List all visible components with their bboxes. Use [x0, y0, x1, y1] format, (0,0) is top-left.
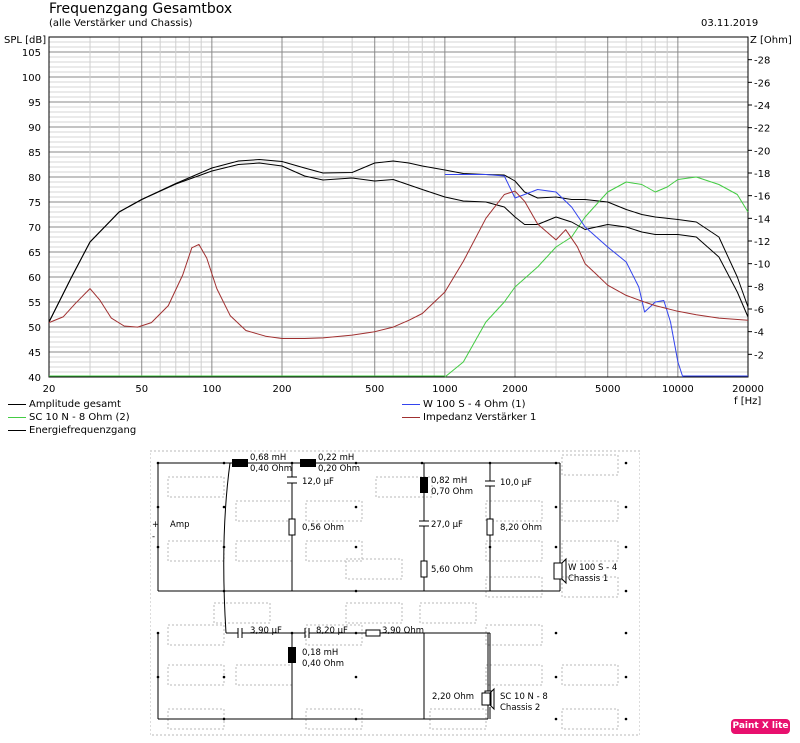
plot-frame	[48, 36, 749, 378]
y2-tick-label: -20	[754, 146, 770, 157]
x-tick-label: 5000	[595, 384, 620, 395]
x-tick-label: 1000	[432, 384, 457, 395]
legend-entry-energie: Energiefrequenzgang	[8, 424, 136, 437]
x-tick-label: 2000	[502, 384, 527, 395]
c3-value: 10,0 µF	[500, 478, 532, 488]
l2-resistance: 0,20 Ohm	[318, 464, 360, 474]
amp-plus-sign: +	[152, 520, 159, 530]
y-tick-label: 90	[28, 123, 41, 134]
legend-entry-sc10n: SC 10 N - 8 Ohm (2)	[8, 411, 130, 424]
y2-tick-label: -12	[754, 237, 770, 248]
x-tick-label: 20	[43, 384, 56, 395]
y-tick-label: 65	[28, 248, 41, 259]
y-tick-label: 45	[28, 348, 41, 359]
series-line-1	[444, 176, 749, 378]
y2-tick-label: -18	[754, 169, 770, 180]
l2-inductance: 0,22 mH	[318, 453, 354, 463]
series-line-3	[444, 174, 684, 378]
x-tick-label: 100	[202, 384, 221, 395]
x-tick-label: 200	[272, 384, 291, 395]
y2-tick-label: -16	[754, 192, 770, 203]
y2-tick-label: -10	[754, 260, 770, 271]
series-line-2	[48, 162, 749, 323]
bc2-value: 8,20 µF	[316, 626, 348, 636]
x-tick-label: 50	[135, 384, 148, 395]
br1-value: 3,90 Ohm	[382, 626, 424, 636]
bl1-inductance: 0,18 mH	[302, 648, 338, 658]
y2-tick-label: -6	[754, 305, 764, 316]
chart-date: 03.11.2019	[701, 18, 759, 29]
y-tick-label: 80	[28, 173, 41, 184]
y-tick-label: 50	[28, 323, 41, 334]
legend-entry-impedanz: Impedanz Verstärker 1	[402, 411, 536, 424]
x-tick-label: 500	[365, 384, 384, 395]
y2-tick-label: -14	[754, 214, 770, 225]
y-tick-label: 100	[22, 73, 41, 84]
y-axis-label: SPL [dB]	[4, 35, 46, 46]
legend-entry-amplitude: Amplitude gesamt	[8, 398, 121, 411]
chart-subtitle: (alle Verstärker und Chassis)	[49, 18, 193, 29]
driver2-model: SC 10 N - 8	[500, 692, 548, 702]
y-tick-label: 85	[28, 148, 41, 159]
y-tick-label: 95	[28, 98, 41, 109]
l3-resistance: 0,70 Ohm	[431, 487, 473, 497]
legend-entry-w100s: W 100 S - 4 Ohm (1)	[402, 398, 525, 411]
series-line-4	[48, 190, 749, 339]
y-tick-label: 105	[22, 48, 41, 59]
amp-label: Amp	[170, 520, 190, 530]
x-tick-label: 10000	[662, 384, 694, 395]
driver1-model: W 100 S - 4	[568, 563, 617, 573]
r3-value: 8,20 Ohm	[500, 523, 542, 533]
y2-tick-label: -4	[754, 328, 764, 339]
driver2-label: Chassis 2	[500, 703, 540, 713]
y2-tick-label: -26	[754, 78, 770, 89]
l3-inductance: 0,82 mH	[431, 476, 467, 486]
bl1-resistance: 0,40 Ohm	[302, 659, 344, 669]
y2-axis-label: Z [Ohm]	[750, 35, 792, 46]
paint-x-lite-badge: Paint X lite	[731, 719, 790, 734]
y2-tick-label: -8	[754, 282, 764, 293]
c1-value: 12,0 µF	[302, 477, 334, 487]
y2-tick-label: -22	[754, 124, 770, 135]
driver1-label: Chassis 1	[568, 574, 608, 584]
y2-tick-label: -28	[754, 56, 770, 67]
crossover-schematic: + - Amp 0,68 mH 0,40 Ohm 0,22 mH 0,20 Oh…	[150, 450, 640, 736]
y-tick-label: 40	[28, 373, 41, 384]
amp-minus-sign: -	[152, 532, 155, 542]
y2-tick-label: -24	[754, 101, 770, 112]
r1-value: 0,56 Ohm	[302, 523, 344, 533]
l1-resistance: 0,40 Ohm	[250, 464, 292, 474]
frequency-response-chart: 40 45 50 55 60 65 70 75 80 85 90 95 100 105 -2 -4 -6 -8 -1…	[4, 35, 792, 407]
series-line-0	[48, 159, 749, 323]
x-axis-label: f [Hz]	[734, 396, 761, 407]
bc1-value: 3,90 µF	[250, 626, 282, 636]
y2-tick-label: -2	[754, 350, 764, 361]
br2-value: 2,20 Ohm	[432, 692, 474, 702]
chart-title: Frequenzgang Gesamtbox	[49, 1, 233, 17]
y-tick-label: 75	[28, 198, 41, 209]
r2-value: 5,60 Ohm	[431, 565, 473, 575]
l1-inductance: 0,68 mH	[250, 453, 286, 463]
y-tick-label: 70	[28, 223, 41, 234]
y-tick-label: 60	[28, 273, 41, 284]
c2-value: 27,0 µF	[431, 520, 463, 530]
x-tick-label: 20000	[732, 384, 764, 395]
y-tick-label: 55	[28, 298, 41, 309]
